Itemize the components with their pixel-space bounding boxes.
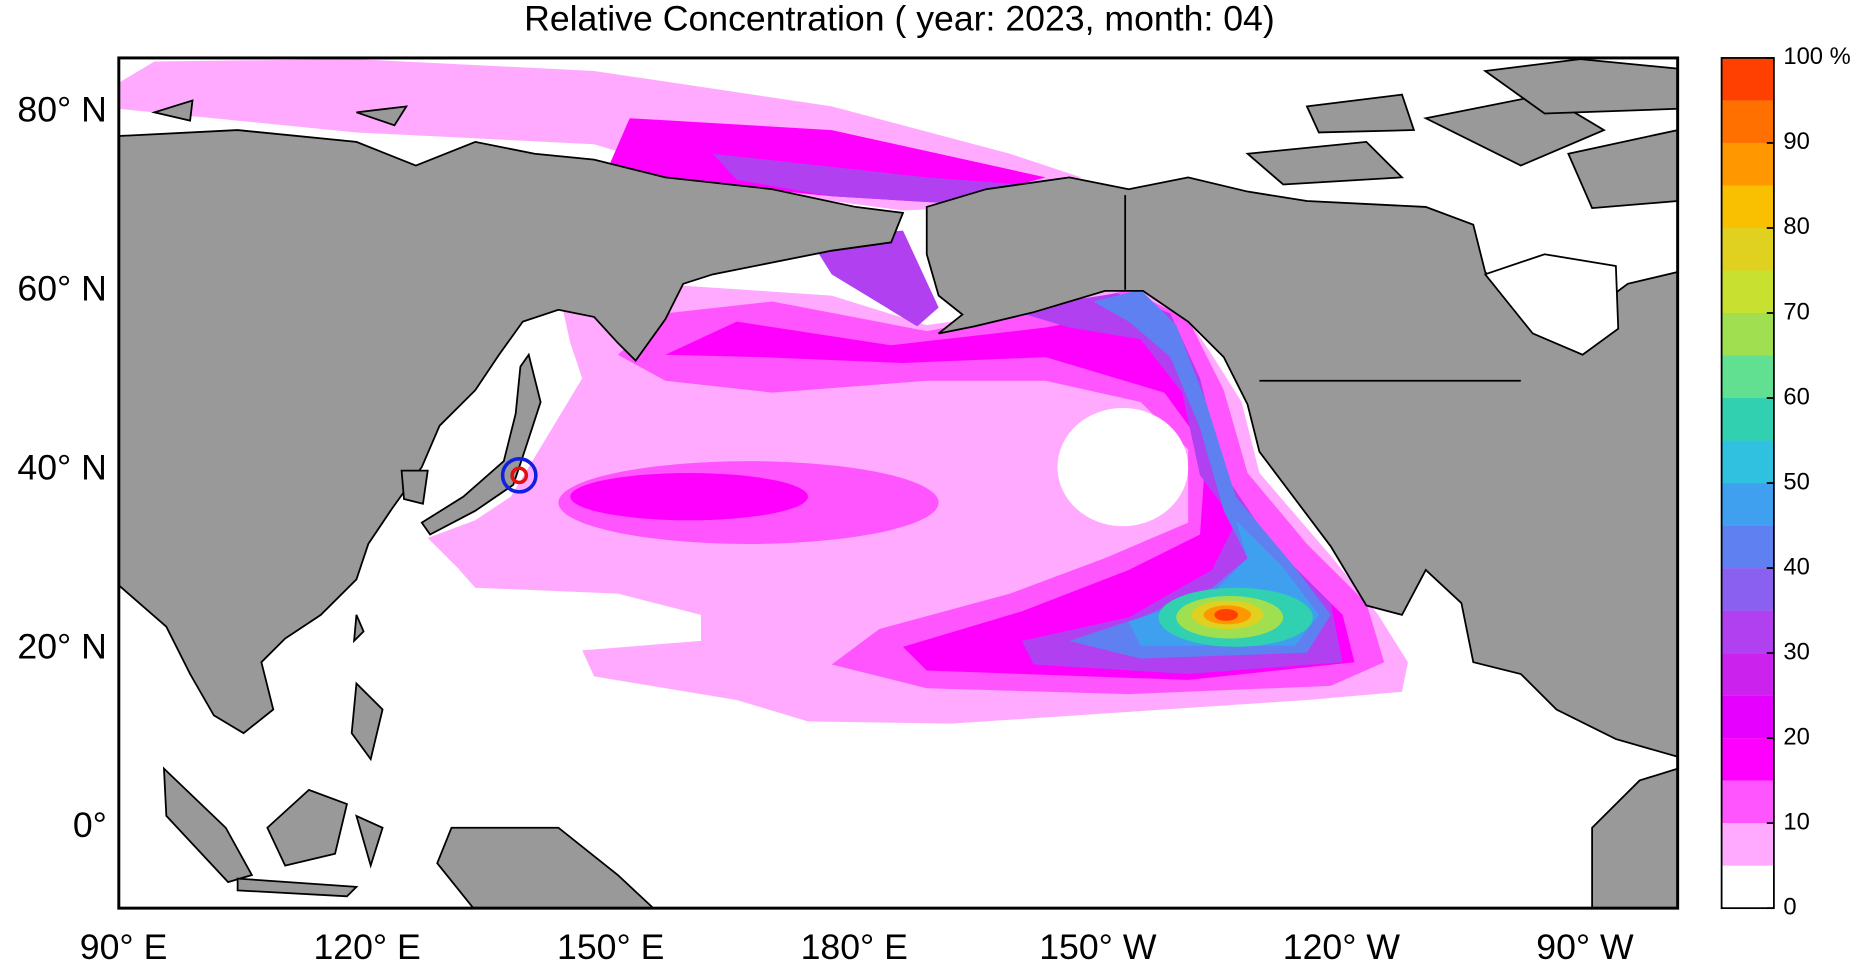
asia (118, 129, 905, 735)
colorbar-band (1721, 568, 1774, 611)
latitude-label: 60° N (17, 269, 107, 309)
colorbar-band (1721, 738, 1774, 781)
colorbar-band (1721, 142, 1774, 186)
colorbar-band (1721, 483, 1774, 526)
colorbar-band (1721, 780, 1774, 824)
source-marker-outer (500, 457, 538, 494)
concentration-band (1214, 608, 1239, 621)
arctic-island (356, 105, 409, 127)
colorbar-band (1721, 610, 1774, 654)
longitude-label: 90° W (1536, 927, 1634, 967)
colorbar-tick-label: 20 (1783, 724, 1809, 750)
map-title: Relative Concentration ( year: 2023, mon… (524, 0, 1275, 39)
colorbar-band (1721, 227, 1774, 271)
colorbar-tick-label: 30 (1783, 639, 1809, 665)
arctic-island (1567, 129, 1678, 210)
map-frame (117, 56, 1680, 910)
colorbar: 0 10 20 30 40 50 60 70 80 90 100 % (1720, 44, 1851, 920)
longitude-label: 180° E (801, 927, 908, 967)
taiwan (352, 614, 365, 644)
philippines (350, 681, 384, 762)
concentration-band (570, 472, 808, 521)
colorbar-tick-label: 80 (1783, 214, 1809, 240)
longitude-label: 150° W (1039, 927, 1157, 967)
colorbar-tick-label: 60 (1783, 384, 1809, 410)
arctic-island (1245, 140, 1405, 186)
colorbar-band (1721, 100, 1774, 143)
java (236, 877, 359, 898)
land (118, 58, 1678, 909)
concentration-band (807, 230, 939, 327)
longitude-label: 150° E (557, 927, 664, 967)
colorbar-band (1721, 440, 1774, 484)
colorbar-band (1721, 355, 1774, 399)
colorbar-tick-label: 10 (1783, 809, 1809, 835)
colorbar-band (1721, 313, 1774, 356)
borneo (266, 788, 348, 867)
colorbar-band (1721, 823, 1774, 866)
greenland (1482, 58, 1678, 115)
longitude-label: 120° W (1283, 927, 1401, 967)
latitude-label: 0° (73, 805, 107, 845)
latitude-label: 80° N (17, 90, 107, 130)
latitude-label: 40° N (17, 447, 107, 487)
hudson-bay (1483, 253, 1620, 356)
concentration-band (1057, 407, 1189, 527)
colorbar-tick-label: 50 (1783, 469, 1809, 495)
colorbar-tick-label: 100 % (1783, 44, 1850, 70)
colorbar-band (1721, 270, 1774, 314)
colorbar-band (1721, 653, 1774, 696)
concentration-band (712, 153, 1022, 204)
colorbar-tick-label: 40 (1783, 554, 1809, 580)
axis-labels: 80° N 60° N 40° N 20° N 0° 90° E 120° E 150° E 1… (17, 90, 1634, 967)
japan (420, 352, 542, 536)
colorbar-band (1721, 57, 1774, 101)
colorbar-band (1721, 695, 1774, 739)
source-marker-inner (510, 466, 529, 485)
south-america (1591, 767, 1678, 909)
colorbar-band (1721, 865, 1774, 909)
latitude-label: 20° N (17, 626, 107, 666)
concentration-field (118, 59, 1408, 724)
arctic-island (151, 99, 194, 122)
longitude-label: 90° E (80, 927, 168, 967)
colorbar-tick-label: 0 (1783, 894, 1796, 920)
colorbar-band (1721, 185, 1774, 228)
map-area (118, 57, 1678, 909)
colorbar-band (1721, 398, 1774, 441)
colorbar-tick-label: 70 (1783, 299, 1809, 325)
sulawesi (355, 814, 384, 869)
new-guinea (436, 826, 655, 909)
colorbar-tick-label: 90 (1783, 129, 1809, 155)
north-america (925, 176, 1678, 758)
arctic-island (1305, 93, 1416, 134)
colorbar-band (1721, 525, 1774, 569)
longitude-label: 120° E (313, 927, 420, 967)
korea (400, 469, 429, 505)
